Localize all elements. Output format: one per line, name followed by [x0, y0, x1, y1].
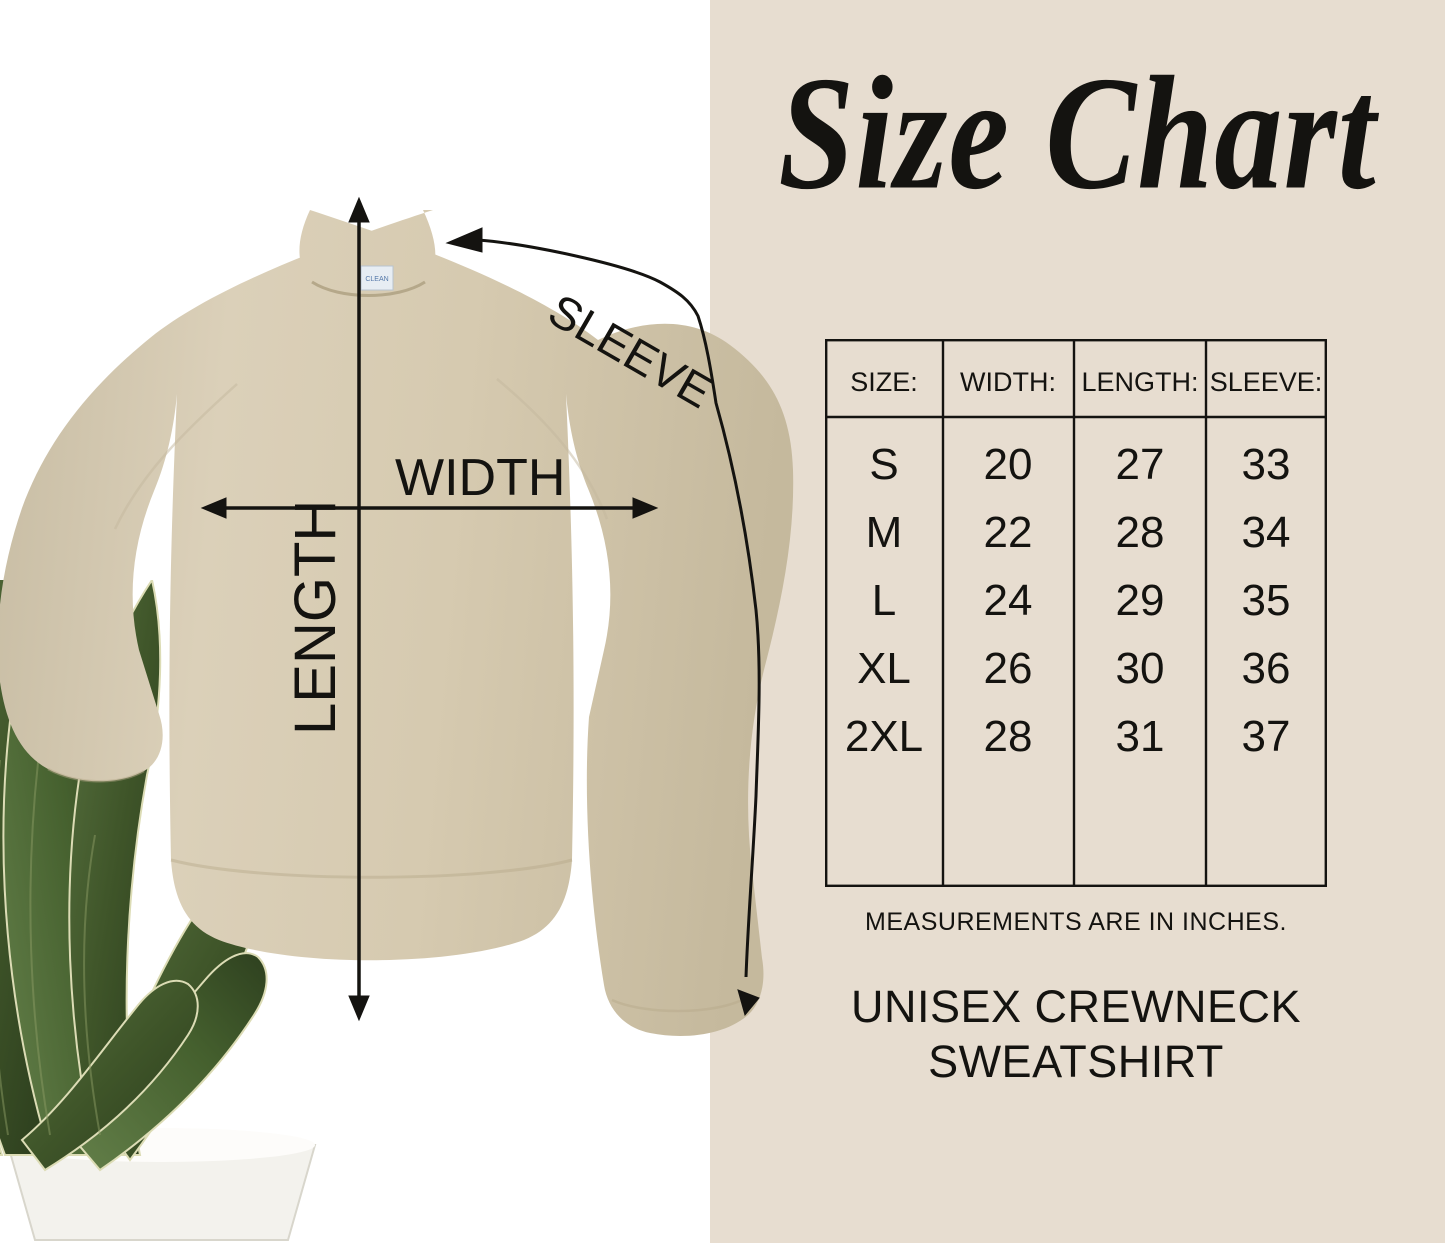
svg-text:SLEEVE:: SLEEVE: [1210, 367, 1323, 397]
svg-text:SLEEVE: SLEEVE [540, 284, 721, 419]
svg-text:36: 36 [1242, 644, 1291, 693]
svg-text:LENGTH:: LENGTH: [1081, 367, 1198, 397]
svg-text:20: 20 [984, 440, 1033, 489]
svg-text:22: 22 [984, 508, 1033, 557]
svg-text:33: 33 [1242, 440, 1291, 489]
svg-text:28: 28 [984, 712, 1033, 761]
svg-text:34: 34 [1242, 508, 1291, 557]
svg-text:28: 28 [1116, 508, 1165, 557]
svg-text:26: 26 [984, 644, 1033, 693]
svg-text:LENGTH: LENGTH [283, 500, 348, 735]
svg-text:37: 37 [1242, 712, 1291, 761]
svg-text:24: 24 [984, 576, 1033, 625]
svg-text:29: 29 [1116, 576, 1165, 625]
svg-text:31: 31 [1116, 712, 1165, 761]
svg-text:27: 27 [1116, 440, 1165, 489]
svg-text:30: 30 [1116, 644, 1165, 693]
svg-text:WIDTH: WIDTH [395, 449, 565, 507]
svg-text:35: 35 [1242, 576, 1291, 625]
